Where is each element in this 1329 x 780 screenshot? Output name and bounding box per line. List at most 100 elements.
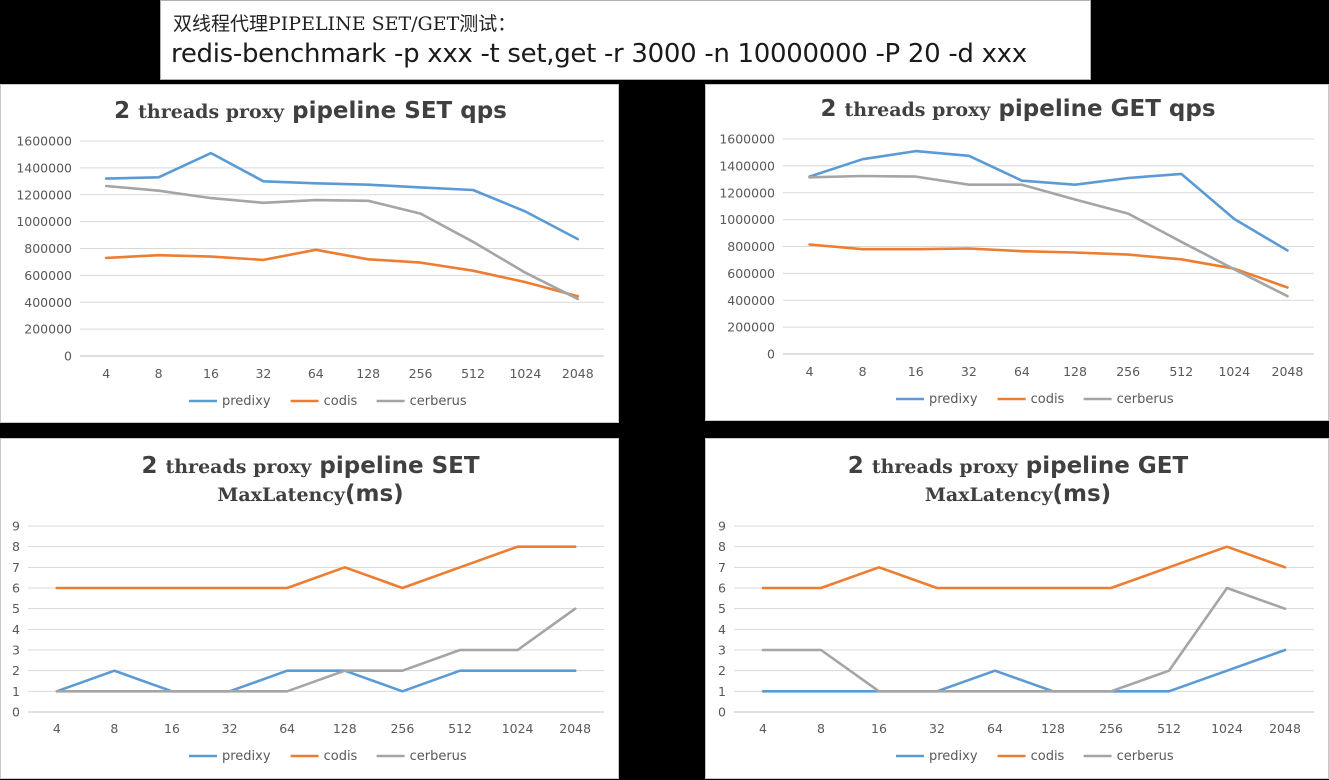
legend-label-codis: codis: [1031, 392, 1065, 407]
x-tick-label: 4: [102, 366, 110, 381]
chart-set-latency-svg: 2 threads proxy pipeline SETMaxLatency(m…: [12, 453, 604, 764]
y-tick-label: 0: [718, 705, 726, 720]
legend-label-predixy: predixy: [929, 392, 978, 407]
series-line-predixy: [808, 149, 1289, 252]
legend-label-cerberus: cerberus: [1117, 392, 1174, 407]
x-tick-label: 128: [1041, 721, 1065, 736]
y-tick-label: 400000: [24, 295, 72, 310]
x-tick-label: 16: [908, 364, 924, 379]
chart-set-qps: 2 threads proxy pipeline SET qps 0 200000 4…: [0, 84, 619, 423]
x-tick-label: 256: [1099, 721, 1123, 736]
y-tick-label: 2: [12, 663, 20, 678]
x-tick-label: 128: [356, 366, 380, 381]
y-tick-label: 0: [64, 349, 72, 364]
x-tick-label: 512: [1169, 364, 1193, 379]
series-line-codis: [55, 545, 577, 590]
x-tick-label: 128: [333, 721, 357, 736]
legend-label-predixy: predixy: [222, 394, 271, 409]
x-tick-label: 1024: [502, 721, 534, 736]
x-tick-label: 8: [859, 364, 867, 379]
legend-label-codis: codis: [1031, 749, 1065, 764]
chart-title: 2 threads proxy pipeline SET qps: [114, 98, 507, 124]
x-tick-label: 32: [961, 364, 977, 379]
x-tick-label: 2048: [1269, 721, 1301, 736]
x-tick-label: 4: [53, 721, 61, 736]
series-line-predixy: [55, 669, 577, 693]
x-tick-label: 1024: [1211, 721, 1243, 736]
x-tick-label: 2048: [559, 721, 591, 736]
x-tick-label: 512: [448, 721, 472, 736]
x-tick-label: 64: [1014, 364, 1030, 379]
x-tick-label: 8: [155, 366, 163, 381]
x-tick-label: 64: [279, 721, 295, 736]
y-tick-label: 1: [718, 684, 726, 699]
x-tick-label: 1024: [1218, 364, 1250, 379]
legend-label-codis: codis: [324, 749, 358, 764]
series-line-cerberus: [808, 174, 1289, 298]
y-tick-label: 1600000: [16, 134, 72, 149]
y-tick-label: 3: [12, 643, 20, 658]
chart-get-qps: 2 threads proxy pipeline GET qps 0 200000 4…: [705, 84, 1329, 421]
chart-title: 2 threads proxy pipeline GET qps: [820, 96, 1215, 122]
legend-label-cerberus: cerberus: [1117, 749, 1174, 764]
series-line-predixy: [104, 151, 580, 241]
legend-label-cerberus: cerberus: [410, 749, 467, 764]
y-tick-label: 600000: [727, 266, 775, 281]
x-tick-label: 4: [759, 721, 767, 736]
legend-label-cerberus: cerberus: [410, 394, 467, 409]
x-tick-label: 512: [461, 366, 485, 381]
x-tick-label: 8: [110, 721, 118, 736]
x-tick-label: 256: [409, 366, 433, 381]
x-tick-label: 64: [987, 721, 1003, 736]
chart-title: MaxLatency(ms): [217, 481, 403, 507]
x-tick-label: 256: [390, 721, 414, 736]
y-tick-label: 1000000: [16, 214, 72, 229]
y-tick-label: 0: [12, 705, 20, 720]
y-tick-label: 1000000: [719, 212, 775, 227]
series-line-cerberus: [761, 586, 1287, 693]
legend-label-codis: codis: [324, 394, 358, 409]
y-tick-label: 800000: [727, 239, 775, 254]
series-line-codis: [104, 248, 580, 298]
chart-title: 2 threads proxy pipeline SET: [141, 453, 479, 479]
legend-label-predixy: predixy: [929, 749, 978, 764]
y-tick-label: 6: [718, 581, 726, 596]
x-tick-label: 2048: [1272, 364, 1304, 379]
header-banner: 双线程代理PIPELINE SET/GET测试： redis-benchmark…: [160, 0, 1091, 80]
y-tick-label: 3: [718, 643, 726, 658]
x-tick-label: 128: [1063, 364, 1087, 379]
x-tick-label: 8: [817, 721, 825, 736]
y-tick-label: 1: [12, 684, 20, 699]
chart-get-qps-svg: 2 threads proxy pipeline GET qps 0 200000 4…: [719, 96, 1314, 407]
x-tick-label: 4: [806, 364, 814, 379]
header-title: 双线程代理PIPELINE SET/GET测试：: [173, 13, 517, 35]
x-tick-label: 512: [1157, 721, 1181, 736]
series-line-predixy: [761, 648, 1287, 693]
y-tick-label: 200000: [727, 320, 775, 335]
y-tick-label: 1400000: [16, 160, 72, 175]
y-tick-label: 800000: [24, 241, 72, 256]
y-tick-label: 400000: [727, 293, 775, 308]
y-tick-label: 7: [718, 560, 726, 575]
series-line-codis: [808, 243, 1289, 289]
chart-get-latency: 2 threads proxy pipeline GET MaxLatency(m…: [705, 438, 1329, 779]
y-tick-label: 8: [12, 539, 20, 554]
series-line-cerberus: [104, 184, 580, 301]
x-tick-label: 16: [164, 721, 180, 736]
y-tick-label: 1600000: [719, 132, 775, 147]
y-tick-label: 4: [12, 622, 20, 637]
y-tick-label: 4: [718, 622, 726, 637]
x-tick-label: 1024: [509, 366, 541, 381]
y-tick-label: 1200000: [16, 187, 72, 202]
legend-label-predixy: predixy: [222, 749, 271, 764]
x-tick-label: 32: [255, 366, 271, 381]
y-tick-label: 600000: [24, 268, 72, 283]
chart-set-latency: 2 threads proxy pipeline SET MaxLatency(m…: [0, 438, 619, 779]
y-tick-label: 5: [12, 601, 20, 616]
y-tick-label: 5: [718, 601, 726, 616]
x-tick-label: 32: [222, 721, 238, 736]
chart-get-latency-svg: 2 threads proxy pipeline GETMaxLatency(m…: [718, 453, 1314, 764]
x-tick-label: 64: [308, 366, 324, 381]
y-tick-label: 6: [12, 581, 20, 596]
x-tick-label: 16: [203, 366, 219, 381]
